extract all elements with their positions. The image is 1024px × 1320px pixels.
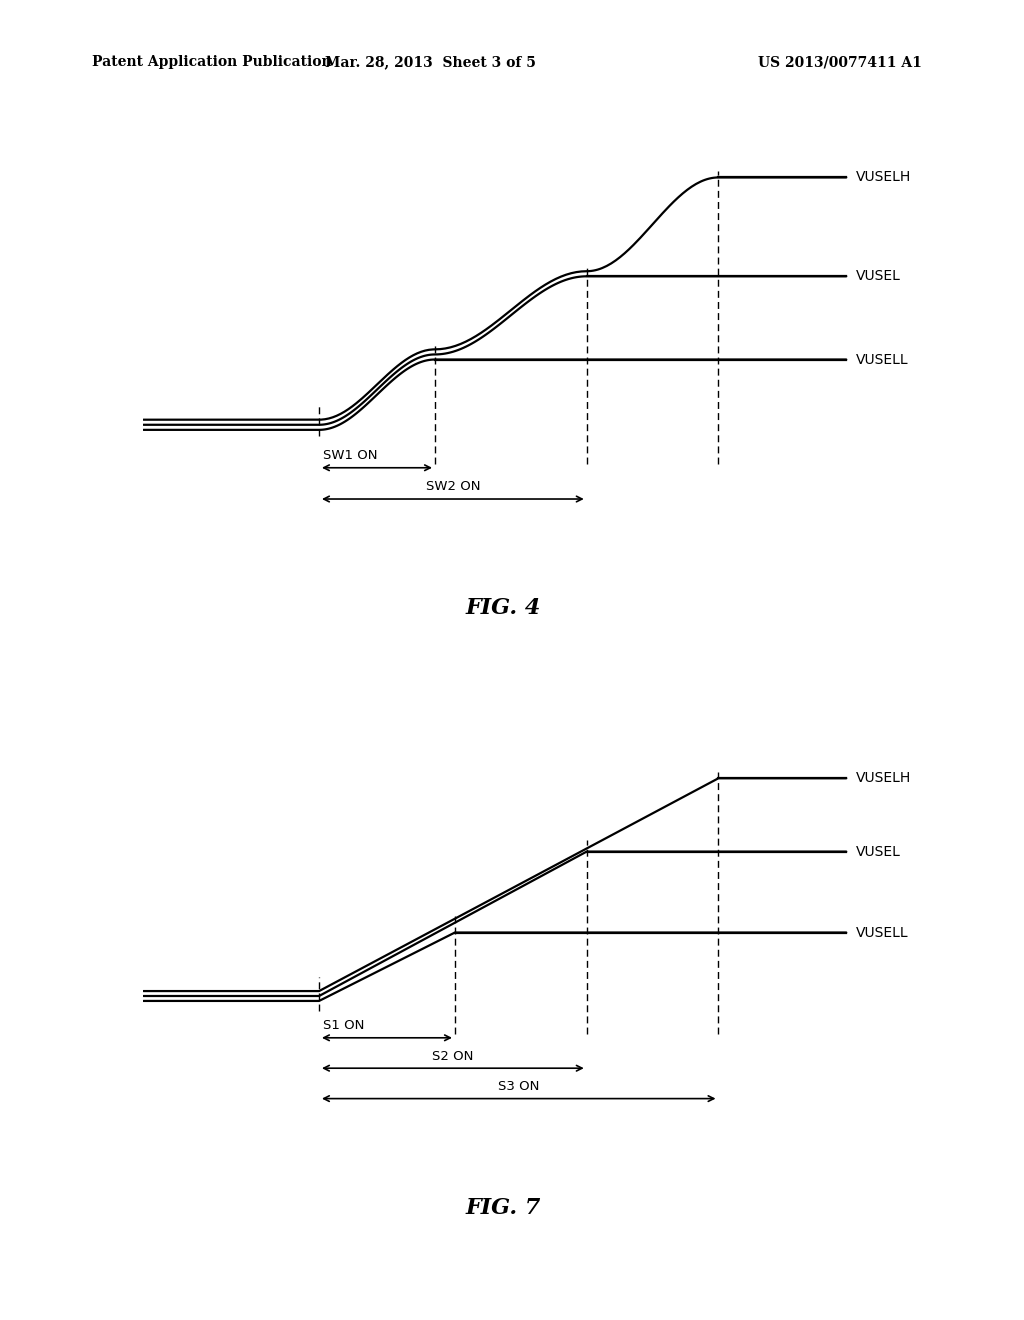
Text: US 2013/0077411 A1: US 2013/0077411 A1	[758, 55, 922, 70]
Text: Patent Application Publication: Patent Application Publication	[92, 55, 332, 70]
Text: FIG. 4: FIG. 4	[465, 597, 541, 619]
Text: FIG. 7: FIG. 7	[465, 1197, 541, 1220]
Text: VUSEL: VUSEL	[856, 845, 901, 858]
Text: VUSELH: VUSELH	[856, 170, 911, 185]
Text: VUSELH: VUSELH	[856, 771, 911, 785]
Text: VUSELL: VUSELL	[856, 352, 908, 367]
Text: VUSEL: VUSEL	[856, 269, 901, 284]
Text: SW2 ON: SW2 ON	[426, 480, 480, 494]
Text: VUSELL: VUSELL	[856, 925, 908, 940]
Text: S2 ON: S2 ON	[432, 1049, 473, 1063]
Text: Mar. 28, 2013  Sheet 3 of 5: Mar. 28, 2013 Sheet 3 of 5	[325, 55, 536, 70]
Text: SW1 ON: SW1 ON	[324, 449, 378, 462]
Text: S3 ON: S3 ON	[498, 1080, 540, 1093]
Text: S1 ON: S1 ON	[324, 1019, 365, 1032]
